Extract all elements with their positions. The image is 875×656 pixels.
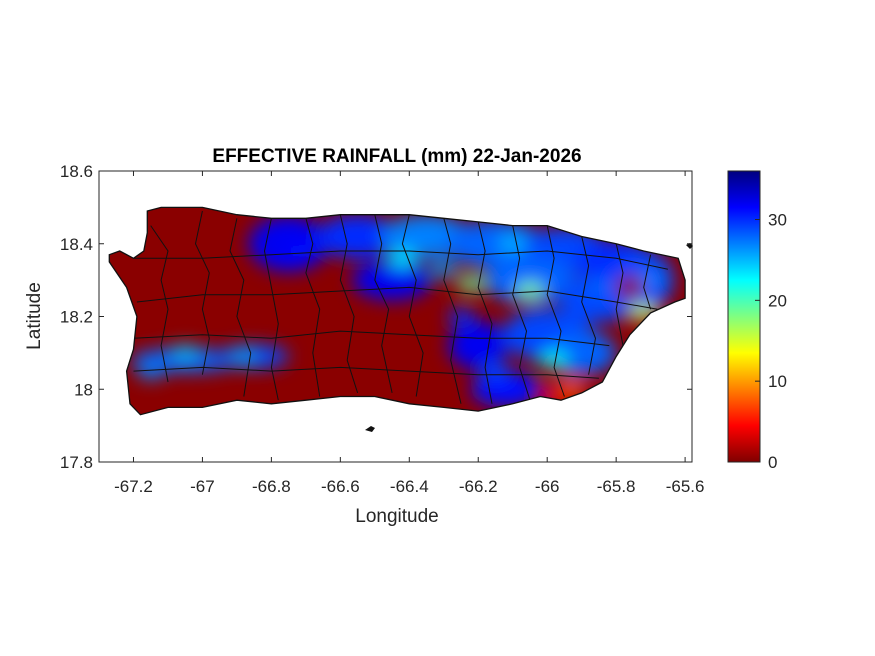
municipality-boundary — [546, 225, 565, 397]
colorbar-tick-label: 10 — [768, 372, 787, 391]
municipality-boundary — [229, 218, 252, 397]
x-tick-label: -67 — [190, 477, 215, 496]
municipality-boundary — [643, 254, 652, 310]
y-tick-label: 18 — [74, 380, 93, 399]
municipality-boundary — [133, 250, 669, 270]
x-axis-label: Longitude — [355, 506, 438, 527]
municipality-boundary — [339, 214, 359, 394]
municipality-boundary — [477, 221, 493, 404]
x-tick-label: -65.8 — [597, 477, 636, 496]
rainfall-hotspot — [636, 272, 665, 289]
rainfall-hotspot — [584, 279, 613, 296]
rainfall-hotspot — [326, 235, 355, 252]
colorbar-tick-label: 30 — [768, 211, 787, 230]
rainfall-field-patch — [352, 260, 433, 301]
municipality-boundary — [133, 366, 599, 379]
island-rainfall-field — [108, 206, 693, 432]
municipality-boundary — [305, 218, 321, 397]
municipality-boundary — [615, 243, 624, 346]
rainfall-hotspot — [515, 283, 544, 300]
rainfall-hotspot — [498, 235, 527, 252]
rainfall-hotspot — [229, 348, 258, 365]
colorbar-tick-label: 0 — [768, 453, 777, 472]
x-tick-label: -66.4 — [390, 477, 429, 496]
rainfall-field-patch — [448, 321, 509, 370]
x-tick-label: -66.2 — [459, 477, 498, 496]
chart-title: EFFECTIVE RAINFALL (mm) 22-Jan-2026 — [212, 146, 581, 167]
municipality-boundary — [374, 214, 393, 394]
x-axis-ticks: -67.2 -67 -66.8 -66.6 -66.4 -66.2 -66 -65.8 -65.… — [114, 171, 704, 496]
rainfall-hotspot — [457, 275, 486, 292]
municipality-boundary — [581, 236, 597, 375]
colorbar-ticks: 0 10 20 30 — [755, 211, 787, 472]
colorbar — [727, 170, 761, 463]
rainfall-hotspot — [540, 352, 569, 369]
municipality-boundary — [133, 330, 610, 347]
rainfall-low-patch — [615, 275, 644, 300]
small-island-culebra — [686, 243, 693, 249]
y-tick-label: 18.4 — [60, 235, 93, 254]
municipality-boundary — [443, 218, 462, 404]
y-tick-label: 18.6 — [60, 162, 93, 181]
municipality-boundary — [136, 286, 658, 310]
x-tick-label: -66.6 — [321, 477, 360, 496]
municipality-boundary — [401, 214, 424, 397]
municipality-boundaries — [133, 210, 669, 404]
small-island-caja-de-muertos — [365, 426, 375, 432]
rainfall-hotspot — [447, 308, 476, 325]
y-axis-ticks: 17.8 18 18.2 18.4 18.6 — [60, 162, 692, 472]
y-tick-label: 17.8 — [60, 453, 93, 472]
colorbar-tick-label: 20 — [768, 291, 787, 310]
y-tick-label: 18.2 — [60, 308, 93, 327]
island-coastline — [108, 206, 686, 416]
rainfall-hotspot — [171, 344, 200, 361]
rainfall-hotspot — [136, 363, 165, 380]
municipality-boundary — [194, 210, 210, 375]
x-tick-label: -65.6 — [666, 477, 705, 496]
x-tick-label: -67.2 — [114, 477, 153, 496]
municipality-boundary — [150, 225, 169, 383]
y-axis-label: Latitude — [24, 282, 45, 350]
rainfall-field-patch — [248, 215, 329, 272]
rainfall-hotspot — [429, 261, 458, 278]
rainfall-hotspot — [388, 250, 417, 267]
municipality-boundary — [263, 218, 279, 401]
x-tick-label: -66.8 — [252, 477, 291, 496]
rainfall-hotspot — [284, 243, 313, 260]
x-tick-label: -66 — [535, 477, 560, 496]
